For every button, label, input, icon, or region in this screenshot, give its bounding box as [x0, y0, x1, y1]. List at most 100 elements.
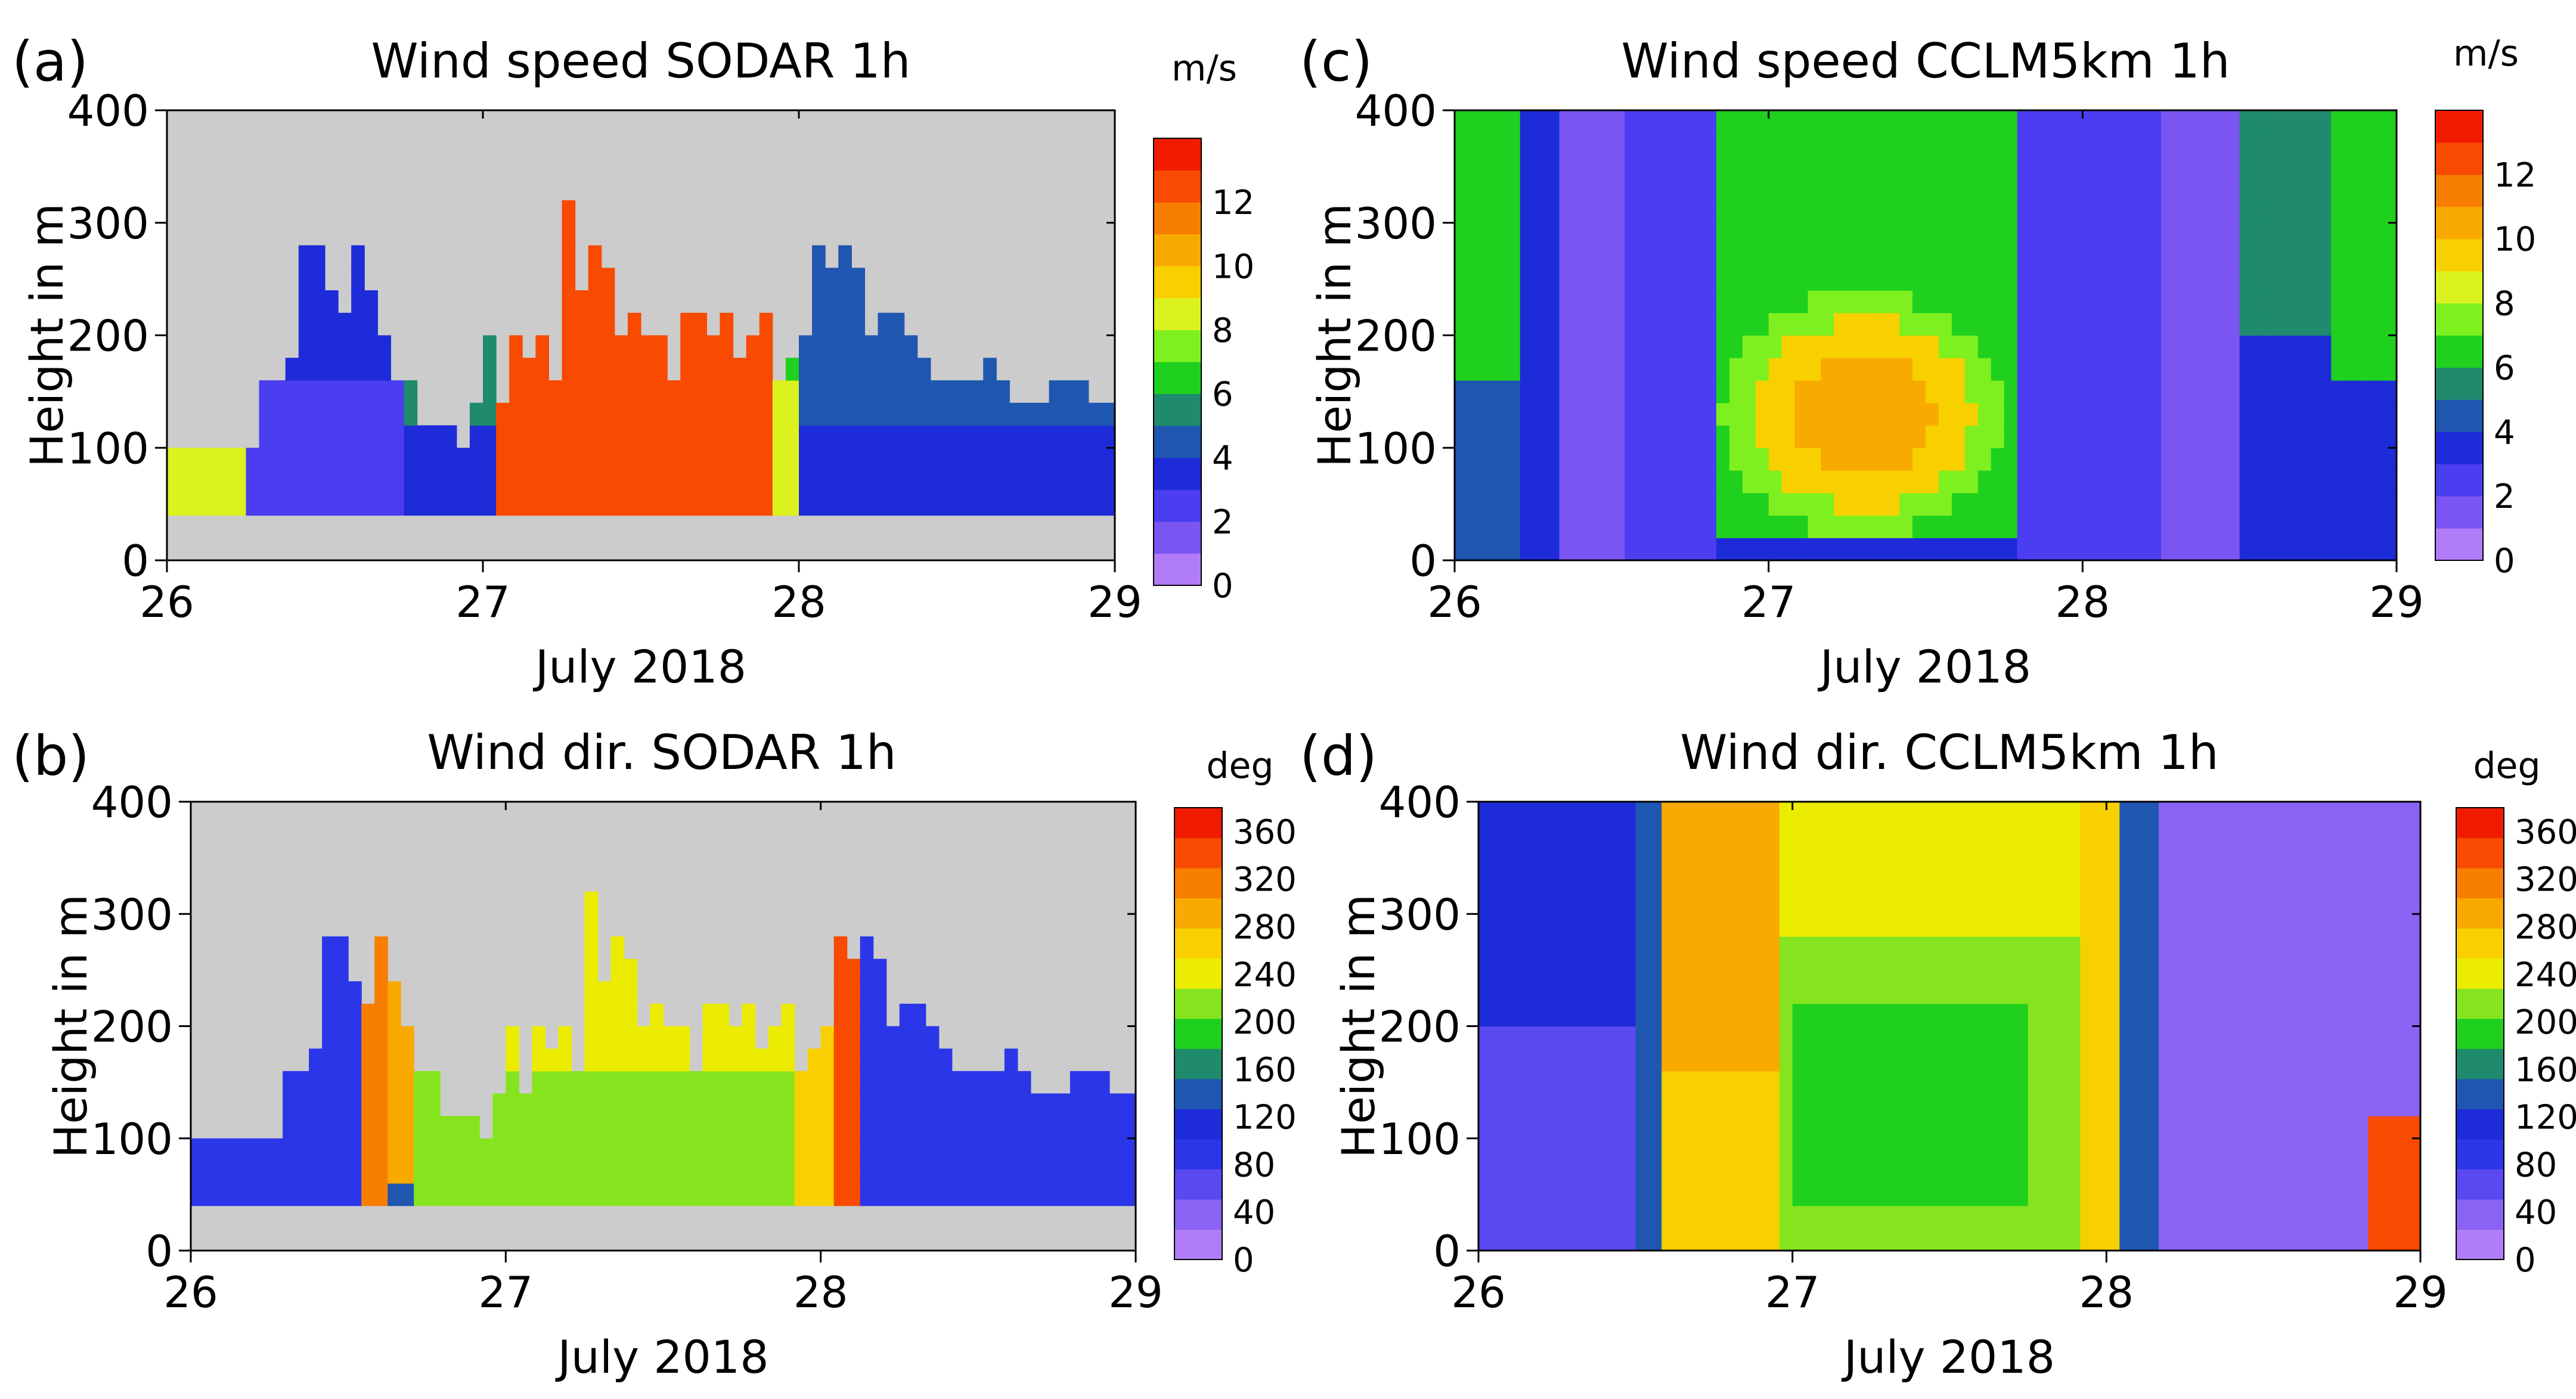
- heatmap-cell: [2407, 824, 2421, 847]
- heatmap-cell: [1714, 1205, 1728, 1229]
- heatmap-cell: [899, 1116, 913, 1139]
- heatmap-cell: [637, 1026, 651, 1049]
- heatmap-cell: [204, 1161, 218, 1184]
- heatmap-cell: [720, 335, 734, 358]
- heatmap-cell: [1768, 200, 1783, 224]
- heatmap-cell: [1517, 1026, 1532, 1049]
- heatmap-cell: [785, 492, 799, 516]
- heatmap-cell: [509, 335, 523, 358]
- heatmap-cell: [351, 358, 365, 381]
- heatmap-cell: [838, 358, 852, 381]
- x-tick-label: 27: [1765, 1267, 1820, 1317]
- heatmap-cell: [2276, 1003, 2290, 1027]
- heatmap-cell: [2407, 914, 2421, 937]
- heatmap-cell: [2239, 515, 2253, 538]
- heatmap-cell: [180, 448, 194, 471]
- heatmap-cell: [2001, 1228, 2016, 1251]
- heatmap-cell: [1491, 914, 1505, 937]
- heatmap-cell: [1572, 245, 1586, 268]
- heatmap-cell: [1781, 538, 1796, 561]
- heatmap-cell: [246, 470, 260, 494]
- heatmap-cell: [1975, 802, 1989, 825]
- heatmap-cell: [759, 402, 773, 426]
- heatmap-cell: [2305, 268, 2318, 291]
- heatmap-cell: [1701, 1049, 1715, 1072]
- heatmap-cell: [2239, 425, 2253, 448]
- heatmap-cell: [1962, 981, 1976, 1004]
- heatmap-cell: [1860, 358, 1874, 381]
- heatmap-cell: [1585, 380, 1599, 404]
- heatmap-cell: [1043, 1161, 1058, 1184]
- heatmap-cell: [2252, 290, 2267, 314]
- heatmap-cell: [1030, 1116, 1044, 1139]
- heatmap-cell: [1638, 132, 1651, 156]
- heatmap-cell: [627, 402, 641, 426]
- heatmap-cell: [2004, 425, 2018, 448]
- heatmap-cell: [1467, 470, 1481, 494]
- heatmap-cell: [2014, 958, 2029, 982]
- heatmap-cell: [1912, 425, 1926, 448]
- heatmap-cell: [1598, 245, 1612, 268]
- heatmap-cell: [1570, 958, 1584, 982]
- heatmap-cell: [1570, 868, 1584, 892]
- heatmap-cell: [483, 492, 497, 516]
- heatmap-cell: [1858, 1026, 1871, 1049]
- heatmap-cell: [1701, 958, 1715, 982]
- heatmap-cell: [1818, 914, 1833, 937]
- heatmap-cell: [1661, 1138, 1675, 1161]
- heatmap-cell: [1781, 470, 1796, 494]
- heatmap-cell: [2017, 222, 2031, 246]
- heatmap-cell: [1677, 245, 1691, 268]
- heatmap-cell: [1036, 448, 1050, 471]
- colorbar-tick-label: 2: [2494, 477, 2515, 516]
- heatmap-cell: [807, 1161, 822, 1184]
- heatmap-cell: [1977, 425, 1992, 448]
- heatmap-cell: [1938, 380, 1952, 404]
- heatmap-cell: [904, 425, 918, 448]
- heatmap-cell: [1897, 958, 1911, 982]
- heatmap-cell: [2265, 245, 2280, 268]
- heatmap-cell: [2344, 402, 2358, 426]
- heatmap-cell: [1455, 245, 1468, 268]
- heatmap-cell: [2067, 1049, 2081, 1072]
- heatmap-cell: [2135, 110, 2149, 134]
- heatmap-cell: [1491, 1049, 1505, 1072]
- heatmap-cell: [584, 1116, 599, 1139]
- heatmap-cell: [1923, 1228, 1937, 1251]
- heatmap-cell: [820, 1049, 835, 1072]
- colorbar-tick-label: 0: [2494, 542, 2515, 581]
- colorbar-unit: m/s: [2453, 33, 2519, 75]
- heatmap-cell: [1897, 1161, 1911, 1184]
- heatmap-cell: [1543, 868, 1558, 892]
- heatmap-cell: [1546, 358, 1560, 381]
- heatmap-cell: [509, 402, 523, 426]
- heatmap-cell: [1701, 1026, 1715, 1049]
- heatmap-cell: [1491, 1228, 1505, 1251]
- heatmap-cell: [2342, 1138, 2355, 1161]
- heatmap-cell: [2043, 110, 2057, 134]
- heatmap-cell: [2080, 981, 2094, 1004]
- heatmap-cell: [1860, 110, 1874, 134]
- heatmap-cell: [2357, 425, 2371, 448]
- heatmap-cell: [545, 1116, 559, 1139]
- heatmap-cell: [466, 1116, 480, 1139]
- heatmap-cell: [374, 981, 388, 1004]
- heatmap-cell: [1504, 1071, 1518, 1094]
- heatmap-cell: [2315, 868, 2329, 892]
- heatmap-cell: [1122, 1093, 1136, 1116]
- heatmap-cell: [1491, 1071, 1505, 1094]
- heatmap-cell: [2289, 868, 2304, 892]
- heatmap-cell: [878, 448, 892, 471]
- heatmap-cell: [2146, 1161, 2159, 1184]
- heatmap-cell: [1675, 958, 1688, 982]
- heatmap-cell: [720, 402, 734, 426]
- heatmap-cell: [1557, 1228, 1571, 1251]
- heatmap-cell: [2197, 1183, 2212, 1206]
- heatmap-cell: [1688, 891, 1701, 914]
- heatmap-cell: [1886, 268, 1900, 291]
- heatmap-cell: [1530, 846, 1545, 870]
- heatmap-cell: [1831, 891, 1846, 914]
- heatmap-cell: [1818, 936, 1833, 960]
